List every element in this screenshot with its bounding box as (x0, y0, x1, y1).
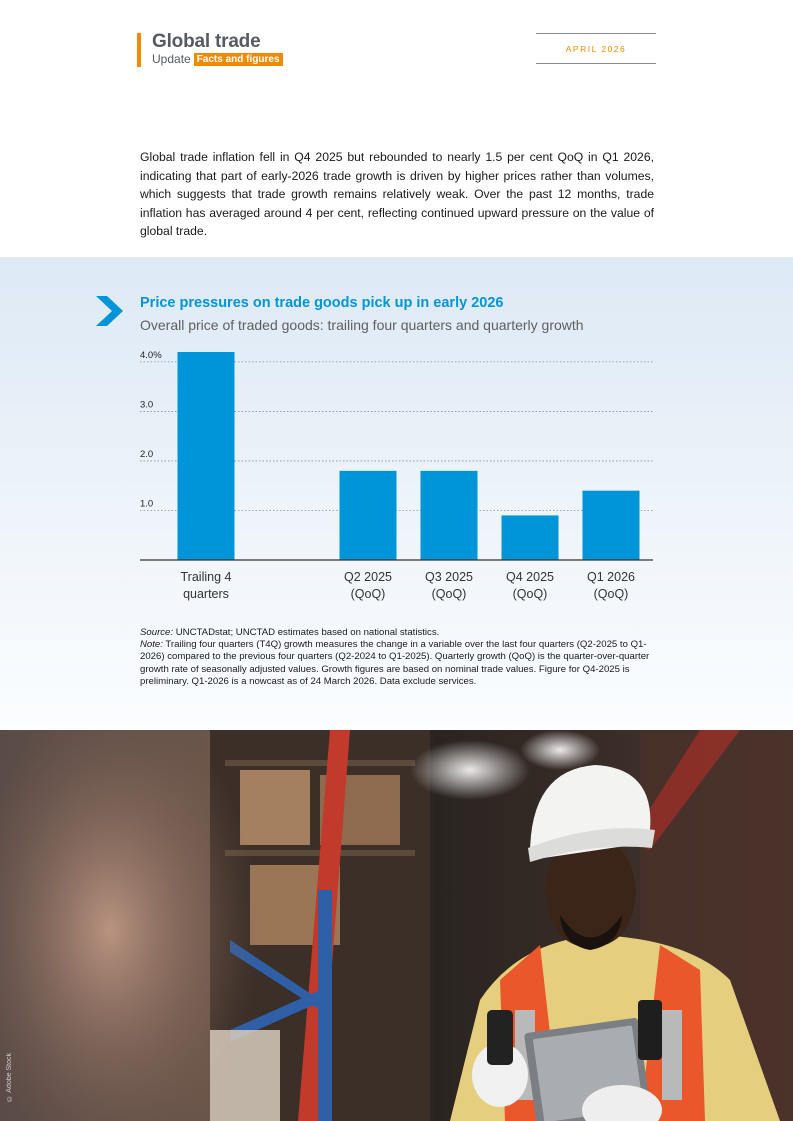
bar (501, 515, 559, 560)
y-tick-label: 3.0 (140, 399, 153, 410)
bar (582, 490, 640, 560)
chart-subtitle: Overall price of traded goods: trailing … (140, 317, 584, 333)
facts-badge: Facts and figures (193, 52, 283, 66)
issue-date: APRIL 2026 (536, 33, 656, 64)
x-tick-label: (QoQ) (351, 587, 386, 601)
y-tick-label: 4.0% (140, 350, 162, 361)
x-tick-label: Q1 2026 (587, 570, 635, 584)
x-tick-label: (QoQ) (513, 587, 548, 601)
x-tick-label: quarters (183, 587, 229, 601)
intro-paragraph: Global trade inflation fell in Q4 2025 b… (140, 150, 654, 238)
source-notes: Source: UNCTADstat; UNCTAD estimates bas… (140, 627, 656, 688)
bar (177, 352, 235, 560)
bar (420, 470, 478, 560)
photo-credit: © Adobe Stock (6, 1052, 13, 1101)
note-text: Trailing four quarters (T4Q) growth meas… (140, 639, 650, 687)
chart-title: Price pressures on trade goods pick up i… (140, 295, 504, 311)
x-tick-label: Q2 2025 (344, 570, 392, 584)
bar (339, 470, 397, 560)
source-label: Source: (140, 627, 174, 638)
header-accent-bar (137, 33, 141, 67)
x-tick-label: (QoQ) (432, 587, 467, 601)
bar-chart: 1.0 2.0 3.0 4.0% Trailing 4 quarters Q2 2025 (Q… (140, 350, 653, 601)
publication-subtitle: Update Facts and figures (152, 52, 283, 66)
x-tick-label: Q3 2025 (425, 570, 473, 584)
photo-illustration (0, 730, 793, 1121)
x-tick-label: (QoQ) (594, 587, 629, 601)
x-tick-label: Trailing 4 (181, 570, 232, 584)
source-text: UNCTADstat; UNCTAD estimates based on na… (173, 627, 440, 638)
chart-labels: 1.0 2.0 3.0 4.0% Trailing 4 quarters Q2 2025 (Q… (140, 350, 635, 601)
note-label: Note: (140, 639, 163, 651)
x-tick-label: Q4 2025 (506, 570, 554, 584)
subtitle-label: Update (152, 52, 191, 66)
chevron-right-icon (96, 296, 123, 326)
warehouse-worker-photo: © Adobe Stock (0, 730, 793, 1121)
date-label: APRIL 2026 (565, 43, 627, 54)
y-tick-label: 2.0 (140, 449, 153, 460)
publication-title: Global trade (152, 31, 261, 52)
chart-bars (177, 352, 640, 560)
y-tick-label: 1.0 (140, 498, 153, 509)
